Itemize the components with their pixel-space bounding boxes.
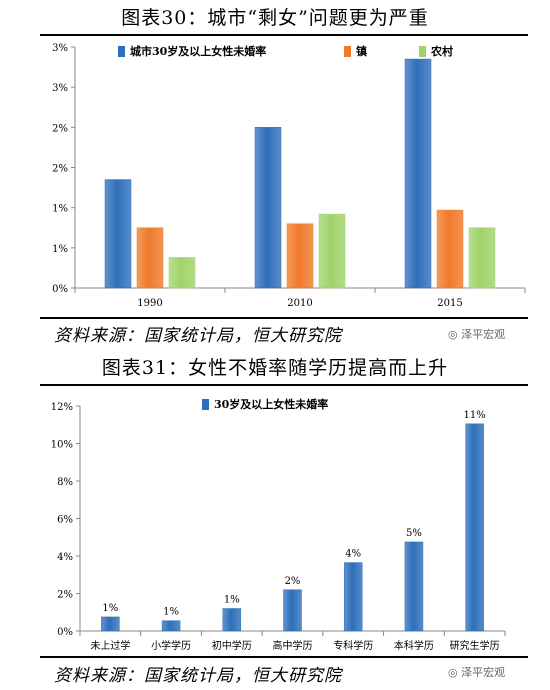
y-tick-label: 3% (52, 43, 68, 54)
data-label: 1% (224, 595, 240, 606)
y-tick-label: 1% (52, 244, 68, 255)
chart-1-title: 图表30：城市“剩女”问题更为严重 (121, 7, 429, 29)
x-tick-label: 专科学历 (333, 639, 373, 652)
legend-label: 农村 (430, 44, 453, 58)
bar (404, 58, 432, 289)
chart-1-top-rule (40, 34, 528, 36)
bar (168, 257, 196, 289)
y-tick-label: 12% (51, 402, 73, 413)
bar (222, 608, 242, 632)
chart-2-source: 资料来源：国家统计局，恒大研究院 (54, 666, 342, 686)
y-tick-label: 10% (51, 440, 73, 451)
chart-1-watermark-text: 泽平宏观 (461, 328, 506, 341)
legend-swatch (419, 46, 426, 57)
x-tick-label: 小学学历 (151, 639, 191, 652)
x-tick-label: 高中学历 (273, 639, 313, 652)
bar (283, 589, 302, 632)
chart-2-watermark: ◎ 泽平宏观 (448, 664, 505, 680)
legend-swatch (118, 46, 125, 57)
bar (136, 227, 164, 289)
chart-2-watermark-text: 泽平宏观 (461, 666, 506, 679)
bar (286, 223, 314, 289)
chart-1: 0% 1% 1% 2% 2% 3% 3% 1990 2010 2015 城市30岁及以上女性未婚率 镇… (52, 43, 526, 309)
data-label: 1% (102, 603, 118, 614)
bar (254, 127, 282, 289)
bar (343, 562, 363, 632)
y-tick-label: 2% (52, 164, 68, 175)
data-label: 4% (345, 549, 361, 560)
bar (468, 227, 496, 289)
bar (101, 616, 120, 632)
y-tick-label: 3% (52, 83, 68, 94)
wechat-icon: ◎ (448, 328, 458, 341)
wechat-icon: ◎ (448, 666, 458, 679)
x-tick-label: 1990 (137, 298, 162, 309)
chart-1-bottom-rule (40, 317, 528, 319)
y-tick-label: 4% (57, 552, 73, 563)
data-label: 2% (285, 576, 301, 587)
x-tick-label: 研究生学历 (450, 639, 500, 652)
x-tick-label: 2010 (287, 298, 312, 309)
x-tick-label: 初中学历 (212, 639, 252, 652)
bar (104, 179, 132, 289)
chart-2: 0% 2% 4% 6% 8% 10% 12% 未上过学 小学学历 初中学历 高中学历 专科学历 本科学历… (51, 397, 506, 652)
x-tick-label: 2015 (437, 298, 462, 309)
legend-swatch (344, 46, 351, 57)
chart-2-title: 图表31：女性不婚率随学历提高而上升 (101, 357, 449, 379)
bar (161, 620, 181, 632)
y-tick-label: 0% (57, 627, 73, 638)
x-tick-label: 未上过学 (90, 639, 130, 652)
data-label: 1% (163, 607, 179, 618)
legend-swatch (202, 399, 209, 410)
y-tick-label: 0% (52, 284, 68, 295)
data-label: 5% (406, 528, 422, 539)
y-tick-label: 2% (57, 590, 73, 601)
legend-label: 城市30岁及以上女性未婚率 (130, 44, 266, 58)
y-tick-label: 6% (57, 515, 73, 526)
bar (465, 423, 484, 632)
chart-2-bottom-rule (40, 656, 528, 658)
data-label: 11% (464, 410, 486, 421)
y-tick-label: 8% (57, 477, 73, 488)
bar (404, 541, 424, 632)
y-tick-label: 1% (52, 204, 68, 215)
x-tick-label: 本科学历 (394, 639, 434, 652)
chart-2-top-rule (40, 384, 528, 386)
legend-label: 30岁及以上女性未婚率 (214, 397, 328, 411)
bar (318, 213, 346, 289)
chart-1-source: 资料来源：国家统计局，恒大研究院 (54, 326, 342, 346)
legend-label: 镇 (356, 44, 367, 58)
bar (436, 209, 464, 289)
y-tick-label: 2% (52, 123, 68, 134)
chart-1-watermark: ◎ 泽平宏观 (448, 326, 505, 342)
